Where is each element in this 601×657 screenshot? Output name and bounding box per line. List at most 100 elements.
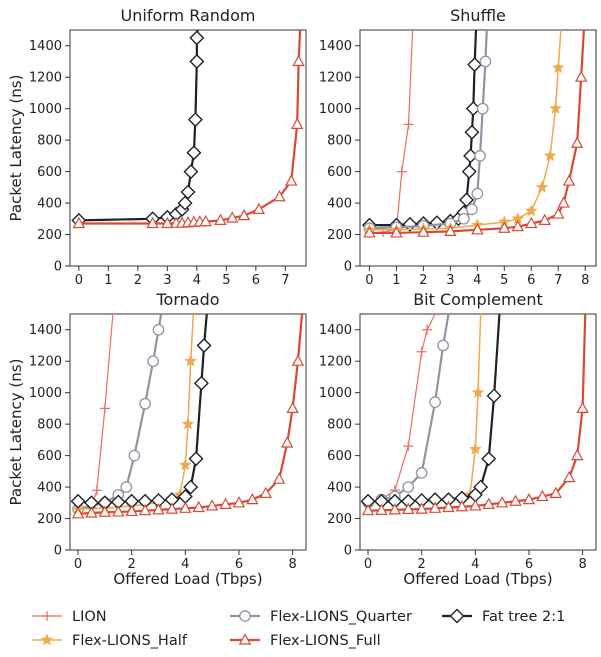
data-point-fat <box>183 164 199 180</box>
x-tick-label: 3 <box>163 273 171 288</box>
x-tick-label: 0 <box>365 273 373 288</box>
data-point-half <box>471 385 485 399</box>
y-tick-label: 1400 <box>29 39 62 54</box>
data-point-full <box>71 507 85 519</box>
series-line-quarter <box>77 314 163 511</box>
panel-title: Tornado <box>155 290 219 309</box>
data-point-quarter <box>402 481 415 493</box>
data-point-quarter <box>437 339 449 352</box>
data-point-full <box>259 486 272 498</box>
x-tick-label: 0 <box>75 273 83 288</box>
y-tick-label: 1200 <box>319 71 352 86</box>
data-point-full <box>232 496 246 508</box>
data-point-full <box>199 214 212 227</box>
x-tick-label: 7 <box>554 273 562 288</box>
series-group <box>70 314 305 519</box>
series-line-fat <box>369 30 478 227</box>
y-tick-label: 600 <box>37 449 62 464</box>
data-point-fat <box>196 337 212 353</box>
x-tick-label: 2 <box>418 557 426 572</box>
data-point-full <box>273 190 286 202</box>
data-point-full <box>281 436 294 448</box>
y-tick-label: 600 <box>327 449 352 464</box>
series-line-lion <box>77 314 114 510</box>
series-line-half <box>78 314 195 510</box>
data-point-fat <box>461 164 477 180</box>
data-point-full <box>557 196 570 208</box>
panel-title: Shuffle <box>450 6 506 25</box>
x-axis-label-left: Offered Load (Tbps) <box>113 570 262 588</box>
legend-item-lion: LION <box>32 609 107 625</box>
panel-0: Uniform Random 0 1 2 3 4 5 6 7 0 200 400 600 800 1000 1… <box>29 6 307 288</box>
data-point-full <box>498 221 511 233</box>
data-point-fat <box>189 53 205 69</box>
data-point-lion <box>403 119 414 130</box>
data-point-full <box>469 499 482 511</box>
data-point-full <box>549 486 562 498</box>
data-point-full <box>252 202 266 214</box>
series-group <box>71 30 305 229</box>
data-point-full <box>570 136 584 148</box>
y-tick-label: 1400 <box>319 39 352 54</box>
x-tick-label: 6 <box>527 273 535 288</box>
x-tick-label: 3 <box>446 273 454 288</box>
x-tick-label: 0 <box>364 557 372 572</box>
legend-item-full: Flex-LIONS_Full <box>230 633 381 649</box>
data-point-half <box>524 204 538 217</box>
x-tick-label: 1 <box>104 273 112 288</box>
data-point-full <box>444 224 457 236</box>
data-point-full <box>161 216 174 229</box>
data-point-full <box>285 174 298 186</box>
data-point-full <box>525 216 538 229</box>
legend-label: Flex-LIONS_Quarter <box>270 609 412 625</box>
legend-swatch-marker <box>40 633 54 646</box>
data-point-fat <box>459 192 475 208</box>
data-point-fat <box>467 57 483 73</box>
data-point-full <box>237 208 251 221</box>
data-point-full <box>192 500 205 513</box>
y-tick-label: 800 <box>327 134 352 149</box>
data-point-full <box>98 505 112 517</box>
x-tick-label: 8 <box>578 557 586 572</box>
panel-3: Bit Complement 0 2 4 6 8 0 200 400 600 800 1000 1200… <box>319 290 597 572</box>
x-tick-label: 2 <box>134 273 142 288</box>
data-point-fat <box>177 195 193 211</box>
data-point-fat <box>481 451 497 467</box>
data-point-full <box>72 216 86 229</box>
y-tick-label: 600 <box>37 165 62 180</box>
data-point-full <box>179 501 192 513</box>
data-point-full <box>152 503 165 515</box>
x-tick-label: 4 <box>471 557 479 572</box>
plot-frame <box>69 29 307 267</box>
y-tick-label: 200 <box>327 228 352 243</box>
series-line-lion <box>369 30 414 234</box>
data-point-full <box>375 503 388 515</box>
data-point-full <box>402 502 415 515</box>
data-point-fat <box>429 215 445 231</box>
x-tick-label: 6 <box>252 273 260 288</box>
data-point-full <box>571 448 584 461</box>
legend-swatch-marker <box>238 633 252 645</box>
data-point-full <box>576 401 589 413</box>
data-point-fat <box>183 479 199 495</box>
data-point-full <box>219 497 232 509</box>
y-tick-label: 800 <box>37 134 62 149</box>
y-tick-label: 200 <box>37 228 62 243</box>
data-point-full <box>538 213 551 225</box>
y-tick-label: 1000 <box>29 386 62 401</box>
x-tick-label: 2 <box>128 557 136 572</box>
data-point-full <box>552 207 565 219</box>
x-tick-label: 5 <box>222 273 230 288</box>
legend-swatch-marker <box>239 610 251 622</box>
data-point-full <box>286 401 299 413</box>
data-point-lion <box>396 166 407 177</box>
y-tick-label: 0 <box>344 260 352 275</box>
panel-2: Tornado 0 2 4 6 8 0 200 400 600 800 1000 1200 1400 <box>29 290 307 572</box>
y-tick-label: 1200 <box>29 355 62 370</box>
legend-label: Flex-LIONS_Half <box>72 633 188 649</box>
data-point-quarter <box>479 55 492 68</box>
data-point-fat <box>464 124 480 140</box>
data-point-full <box>455 499 469 512</box>
data-point-quarter <box>128 449 141 462</box>
